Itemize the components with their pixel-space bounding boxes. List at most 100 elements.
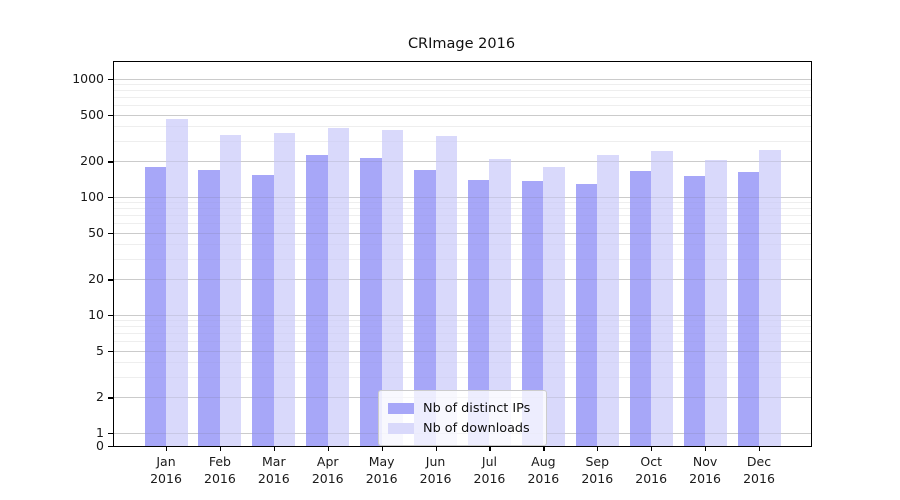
legend-label: Nb of downloads — [423, 420, 530, 436]
gridline-minor — [114, 125, 811, 127]
bar-downloads — [327, 127, 350, 446]
gridline-minor — [114, 243, 811, 245]
gridline-minor-overlay — [114, 140, 811, 142]
x-tick-label: May 2016 — [365, 454, 398, 486]
y-tick — [108, 315, 114, 317]
gridline-minor — [114, 361, 811, 363]
gridline-minor-overlay — [114, 223, 811, 225]
gridline-minor-overlay — [114, 326, 811, 328]
gridline-minor-overlay — [114, 105, 811, 107]
gridline-minor — [114, 215, 811, 217]
gridline-major-overlay — [114, 232, 811, 234]
x-tick — [597, 446, 599, 451]
bar-distinct-ips — [306, 155, 328, 446]
y-tick-label: 0 — [96, 438, 104, 453]
bar-downloads — [759, 150, 781, 446]
gridline-minor — [114, 140, 811, 142]
bar-downloads — [166, 118, 188, 446]
y-tick — [108, 279, 114, 281]
gridline-major — [114, 79, 811, 80]
bar-distinct-ips — [629, 170, 652, 446]
bar-downloads — [543, 167, 565, 446]
gridline-major-overlay — [114, 350, 811, 352]
y-tick-label: 50 — [88, 224, 104, 240]
bar-distinct-ips — [198, 169, 220, 446]
bar-downloads — [651, 151, 673, 446]
gridline-minor-overlay — [114, 202, 811, 204]
y-tick — [108, 232, 114, 234]
gridline-major — [114, 114, 811, 116]
bar-downloads — [705, 160, 727, 446]
bar-downloads — [597, 155, 619, 446]
x-tick — [705, 446, 707, 451]
gridline-minor — [114, 105, 811, 107]
gridline-minor-overlay — [114, 320, 811, 322]
bar-distinct-ips — [414, 169, 436, 446]
bar-distinct-ips — [521, 180, 544, 446]
x-tick — [489, 446, 491, 451]
x-tick — [166, 446, 168, 451]
bar-distinct-ips — [144, 166, 166, 446]
gridline-minor — [114, 326, 811, 328]
y-tick — [108, 197, 114, 199]
gridline-minor — [114, 223, 811, 225]
gridline-minor — [114, 84, 811, 86]
gridline-minor — [114, 333, 811, 335]
x-tick-label: Mar 2016 — [257, 454, 290, 486]
legend-item: Nb of distinct IPs — [388, 398, 536, 418]
plot-area: Nb of distinct IPs Nb of downloads 0 1 2 5 10… — [72, 61, 812, 486]
x-tick-label: Sep 2016 — [581, 454, 614, 486]
x-tick — [327, 446, 329, 451]
gridline-minor — [114, 202, 811, 204]
legend-label: Nb of distinct IPs — [423, 400, 531, 416]
gridline-major — [114, 279, 811, 281]
bar-distinct-ips — [575, 183, 598, 446]
gridline-minor-overlay — [114, 243, 811, 245]
x-tick-label: Oct 2016 — [635, 454, 668, 486]
gridline-minor — [114, 97, 811, 99]
x-tick-label: Jan 2016 — [150, 454, 182, 486]
bar-downloads — [489, 158, 511, 446]
gridline-minor — [114, 376, 811, 378]
legend-swatch — [388, 422, 414, 434]
x-tick-label: Dec 2016 — [743, 454, 775, 486]
gridline-minor-overlay — [114, 84, 811, 86]
y-tick — [108, 350, 114, 352]
bar-distinct-ips — [737, 172, 759, 446]
y-tick-label: 500 — [80, 106, 104, 122]
y-tick — [108, 114, 114, 116]
x-tick-label: Aug 2016 — [527, 454, 560, 486]
gridline-minor-overlay — [114, 361, 811, 363]
y-tick-label: 10 — [88, 307, 104, 322]
y-tick-label: 20 — [88, 271, 104, 287]
x-tick — [435, 446, 437, 451]
x-tick-label: Apr 2016 — [311, 454, 344, 486]
gridline-minor — [114, 320, 811, 322]
x-tick — [759, 446, 761, 451]
y-tick-label: 1 — [96, 425, 104, 440]
bar-distinct-ips — [252, 174, 274, 446]
y-tick-label: 100 — [80, 189, 104, 204]
x-tick-label: Jul 2016 — [473, 454, 506, 486]
x-tick — [273, 446, 275, 451]
gridline-minor-overlay — [114, 215, 811, 217]
x-tick — [651, 446, 653, 451]
gridline-minor — [114, 90, 811, 92]
gridline-minor-overlay — [114, 208, 811, 210]
gridline-minor-overlay — [114, 341, 811, 343]
y-tick-label: 2 — [96, 389, 104, 405]
bar-distinct-ips — [360, 157, 382, 446]
bar-distinct-ips — [467, 179, 490, 446]
y-tick-label: 5 — [96, 342, 104, 358]
gridline-major-overlay — [114, 279, 811, 281]
y-tick-label: 200 — [80, 153, 104, 169]
legend-swatch — [388, 402, 414, 414]
y-tick — [108, 446, 114, 448]
legend: Nb of distinct IPs Nb of downloads — [378, 390, 547, 446]
y-tick — [108, 161, 114, 163]
gridline-minor-overlay — [114, 125, 811, 127]
gridline-major — [114, 197, 811, 198]
gridline-major-overlay — [114, 114, 811, 116]
gridline-minor — [114, 341, 811, 343]
